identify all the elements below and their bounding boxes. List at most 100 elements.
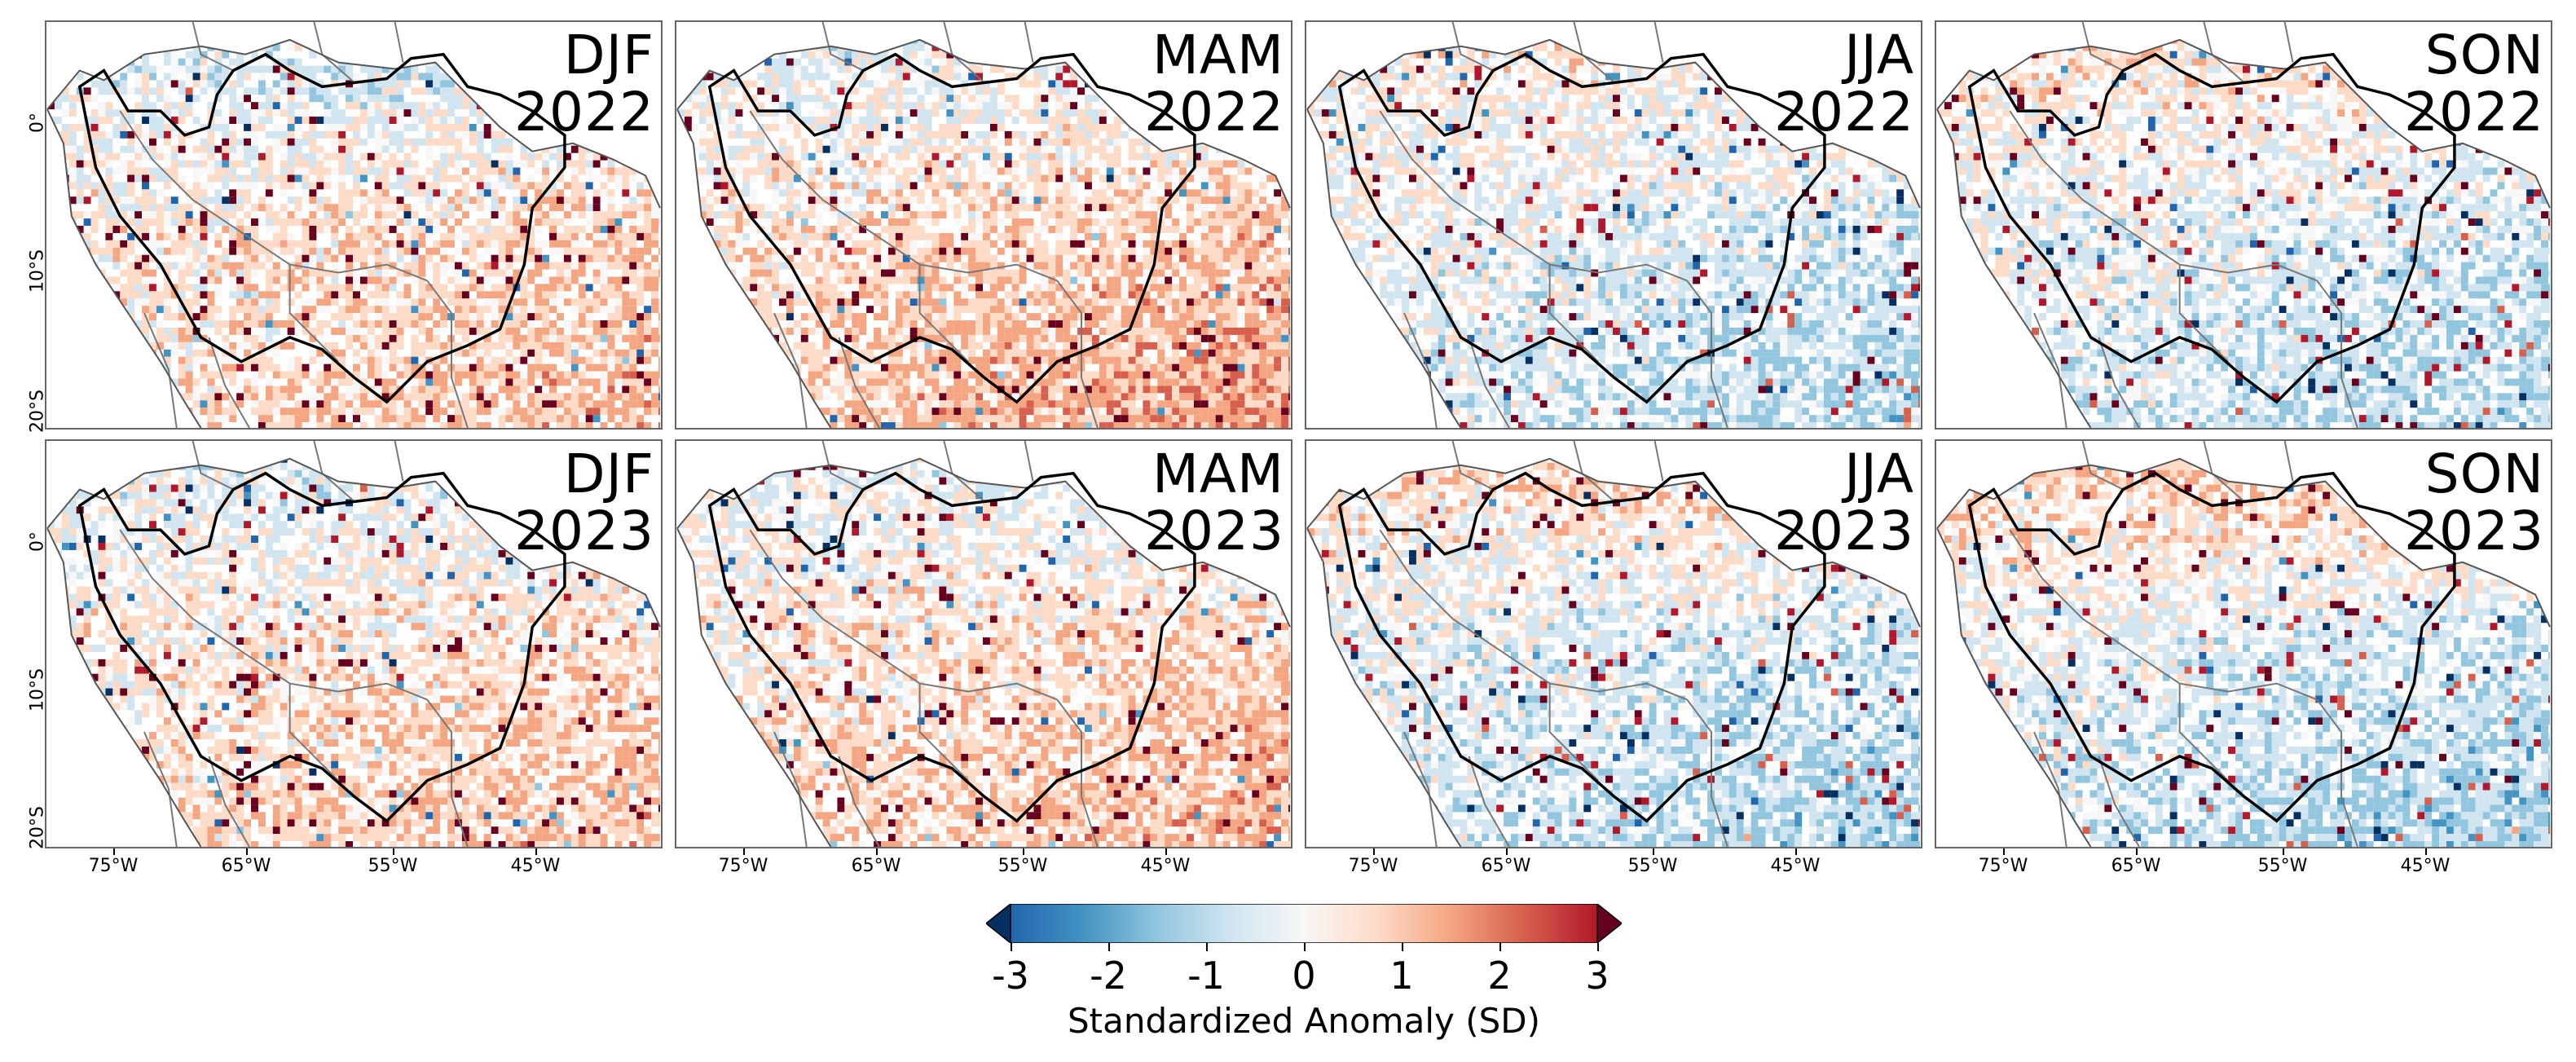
colorbar-tick-label: 0 [1271, 954, 1336, 998]
panel-label: MAM 2023 [1144, 446, 1284, 560]
country-border [821, 441, 864, 491]
anomaly-map [46, 22, 661, 428]
country-border [2316, 698, 2358, 847]
country-border [2178, 264, 2229, 363]
x-tick-label: 65°W [839, 856, 913, 876]
y-tick-20s-row2: 20°S [28, 795, 48, 861]
x-tick-label: 45°W [1129, 856, 1202, 876]
map-panel-jja-2022: JJA 2022 [1305, 20, 1922, 430]
map-panel-djf-2023: DJF 2023 [45, 439, 663, 848]
country-border [1653, 22, 1664, 63]
country-border [143, 731, 178, 847]
country-border [192, 22, 234, 72]
coastline [676, 457, 1291, 628]
country-border [1379, 110, 1502, 233]
colorbar-tick-label: -3 [978, 954, 1043, 998]
season-label: JJA [1774, 27, 1914, 84]
map-panel-son-2023: SON 2023 [1935, 439, 2552, 848]
country-border [208, 337, 250, 428]
country-border [2081, 22, 2124, 72]
colorbar-tick-mark [1011, 943, 1012, 951]
panel-label: DJF 2023 [514, 446, 654, 560]
country-border [1056, 280, 1099, 428]
colorbar-body [1010, 904, 1598, 943]
country-border [288, 264, 339, 363]
country-border [773, 312, 808, 428]
colorbar-tick-mark [1402, 943, 1403, 951]
country-border [749, 110, 872, 233]
coastline [46, 108, 202, 428]
country-border [1653, 441, 1664, 482]
country-border [1686, 280, 1728, 428]
country-border [1451, 22, 1494, 72]
country-border [838, 337, 880, 428]
country-border [1500, 650, 1688, 701]
colorbar-high-extend [1596, 904, 1622, 943]
colorbar-tick-label: 1 [1369, 954, 1434, 998]
year-label: 2022 [2404, 84, 2544, 141]
x-tick-label: 65°W [209, 856, 283, 876]
country-border [426, 698, 469, 847]
country-border [119, 529, 242, 652]
country-border [2178, 683, 2229, 782]
x-tick-label: 55°W [356, 856, 429, 876]
country-border [1468, 756, 1510, 847]
colorbar-tick-mark [1206, 943, 1208, 951]
amazon-basin-boundary [707, 471, 1196, 823]
country-border [918, 683, 969, 782]
year-label: 2022 [1144, 84, 1284, 141]
anomaly-map [1936, 441, 2551, 847]
colorbar-tick-mark [1304, 943, 1306, 951]
country-border [1379, 529, 1502, 652]
x-tick-label: 75°W [1336, 856, 1410, 876]
country-border [119, 110, 242, 233]
x-tick-mark [2283, 848, 2284, 855]
x-tick-label: 65°W [1469, 856, 1543, 876]
country-border [208, 756, 250, 847]
country-border [2130, 231, 2318, 282]
colorbar-tick-mark [1597, 943, 1599, 951]
country-border [2081, 441, 2124, 491]
amazon-basin-boundary [1967, 52, 2456, 404]
season-label: JJA [1774, 446, 1914, 503]
y-tick-0-row2: 0° [28, 509, 48, 575]
x-tick-mark [1373, 848, 1375, 855]
year-label: 2023 [514, 503, 654, 560]
coastline [1306, 457, 1921, 628]
colorbar-tick-label: -1 [1174, 954, 1239, 998]
country-border [288, 683, 339, 782]
anomaly-map [46, 441, 661, 847]
amazon-basin-boundary [1337, 471, 1826, 823]
panel-label: DJF 2022 [514, 27, 654, 141]
country-border [870, 231, 1058, 282]
country-border [1500, 231, 1688, 282]
colorbar [986, 904, 1622, 943]
country-border [2283, 441, 2294, 482]
colorbar-tick-mark [1108, 943, 1110, 951]
x-tick-label: 55°W [1616, 856, 1689, 876]
country-border [1024, 441, 1034, 482]
x-tick-label: 45°W [1759, 856, 1832, 876]
year-label: 2023 [2404, 503, 2544, 560]
panel-label: SON 2022 [2404, 27, 2544, 141]
colorbar-tick-mark [1499, 943, 1501, 951]
anomaly-map [1306, 441, 1921, 847]
season-label: DJF [514, 27, 654, 84]
map-panel-mam-2022: MAM 2022 [675, 20, 1292, 430]
panel-label: JJA 2022 [1774, 27, 1914, 141]
x-tick-mark [2136, 848, 2138, 855]
anomaly-map [676, 441, 1291, 847]
season-label: DJF [514, 446, 654, 503]
amazon-basin-boundary [1337, 52, 1826, 404]
anomaly-map [1306, 22, 1921, 428]
country-border [394, 22, 404, 63]
amazon-basin-boundary [77, 52, 566, 404]
x-tick-mark [2003, 848, 2005, 855]
x-tick-mark [393, 848, 394, 855]
x-tick-mark [246, 848, 248, 855]
country-border [2098, 756, 2140, 847]
coastline [46, 527, 202, 847]
x-tick-mark [876, 848, 878, 855]
coastline [1936, 457, 2551, 628]
map-panel-jja-2023: JJA 2023 [1305, 439, 1922, 848]
